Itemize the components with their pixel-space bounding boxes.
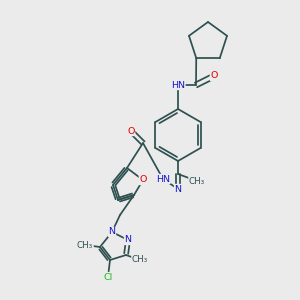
Text: O: O (210, 71, 218, 80)
Text: HN: HN (156, 175, 170, 184)
Text: CH₃: CH₃ (189, 176, 205, 185)
Text: CH₃: CH₃ (132, 256, 148, 265)
Text: N: N (109, 227, 116, 236)
Text: CH₃: CH₃ (77, 241, 93, 250)
Text: N: N (124, 236, 131, 244)
Text: N: N (175, 184, 182, 194)
Text: O: O (127, 127, 135, 136)
Text: Cl: Cl (103, 272, 112, 281)
Text: HN: HN (171, 80, 185, 89)
Text: O: O (139, 176, 147, 184)
